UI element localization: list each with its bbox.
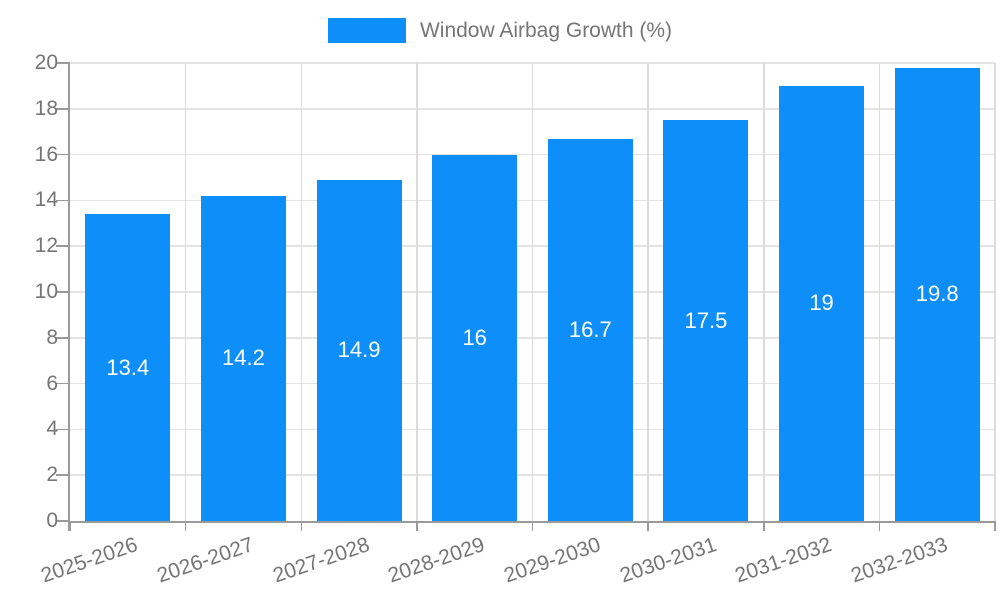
x-axis-label: 2029-2030 [501,533,604,588]
bar-value-label: 17.5 [684,307,728,333]
y-tick [56,474,70,476]
y-tick [56,245,70,247]
x-gridline [184,63,187,521]
y-tick [56,382,70,385]
y-tick [56,108,70,110]
x-axis-label: 2032-2033 [847,533,951,588]
x-gridline [416,63,418,521]
bar[interactable]: 17.5 [663,120,749,521]
legend[interactable]: Window Airbag Growth (%) [0,18,1000,43]
bar[interactable]: 19.8 [894,67,980,521]
y-tick [56,62,70,64]
y-axis-label: 10 [34,280,58,303]
x-gridline [994,63,996,521]
x-tick [647,521,649,531]
x-gridline [878,63,881,521]
x-axis-label: 2026-2027 [154,533,257,588]
legend-swatch [327,18,406,43]
y-axis-label: 14 [34,188,58,212]
y-tick [56,199,70,202]
y-axis-line [68,63,70,531]
y-axis-label: 18 [34,96,58,120]
x-tick [878,521,881,531]
bar[interactable]: 16.7 [547,138,633,521]
y-tick [56,153,70,156]
x-tick [763,521,765,531]
x-axis-label: 2028-2029 [385,533,488,588]
x-axis-label: 2030-2031 [616,533,720,588]
bar-value-label: 14.9 [337,337,381,363]
legend-label: Window Airbag Growth (%) [419,18,673,42]
y-axis-label: 4 [46,417,58,441]
y-axis-label: 12 [34,234,58,258]
x-tick [531,521,534,531]
bar[interactable]: 14.2 [200,195,286,521]
x-gridline [531,63,534,521]
bar-value-label: 14.2 [222,345,265,371]
y-axis-label: 2 [46,463,58,487]
bar[interactable]: 13.4 [85,214,171,521]
bar-value-label: 16 [462,324,487,350]
x-gridline [647,63,649,521]
y-tick [56,337,70,339]
x-axis-label: 2027-2028 [269,533,373,588]
y-axis-label: 8 [46,325,58,349]
y-tick [56,291,70,293]
x-tick [994,521,996,531]
y-axis-label: 20 [34,51,58,74]
bar[interactable]: 14.9 [316,179,402,521]
bar-value-label: 13.4 [106,354,150,380]
x-gridline [763,63,765,521]
y-tick [56,428,70,431]
y-axis-label: 16 [34,142,58,166]
x-axis-label: 2031-2032 [732,533,835,588]
y-axis-label: 6 [46,371,58,395]
x-axis-label: 2025-2026 [38,533,141,588]
y-tick [56,520,70,522]
y-axis-label: 0 [46,509,58,532]
bar[interactable]: 19 [779,85,865,521]
bar-value-label: 19 [809,290,834,316]
bar-value-label: 16.7 [568,316,612,342]
bar[interactable]: 16 [432,154,518,521]
x-tick [300,521,302,531]
bar-value-label: 19.8 [915,281,959,307]
x-tick [184,521,187,531]
x-tick [69,521,71,531]
x-axis-line [68,521,995,523]
x-tick [416,521,418,531]
x-gridline [300,63,302,521]
